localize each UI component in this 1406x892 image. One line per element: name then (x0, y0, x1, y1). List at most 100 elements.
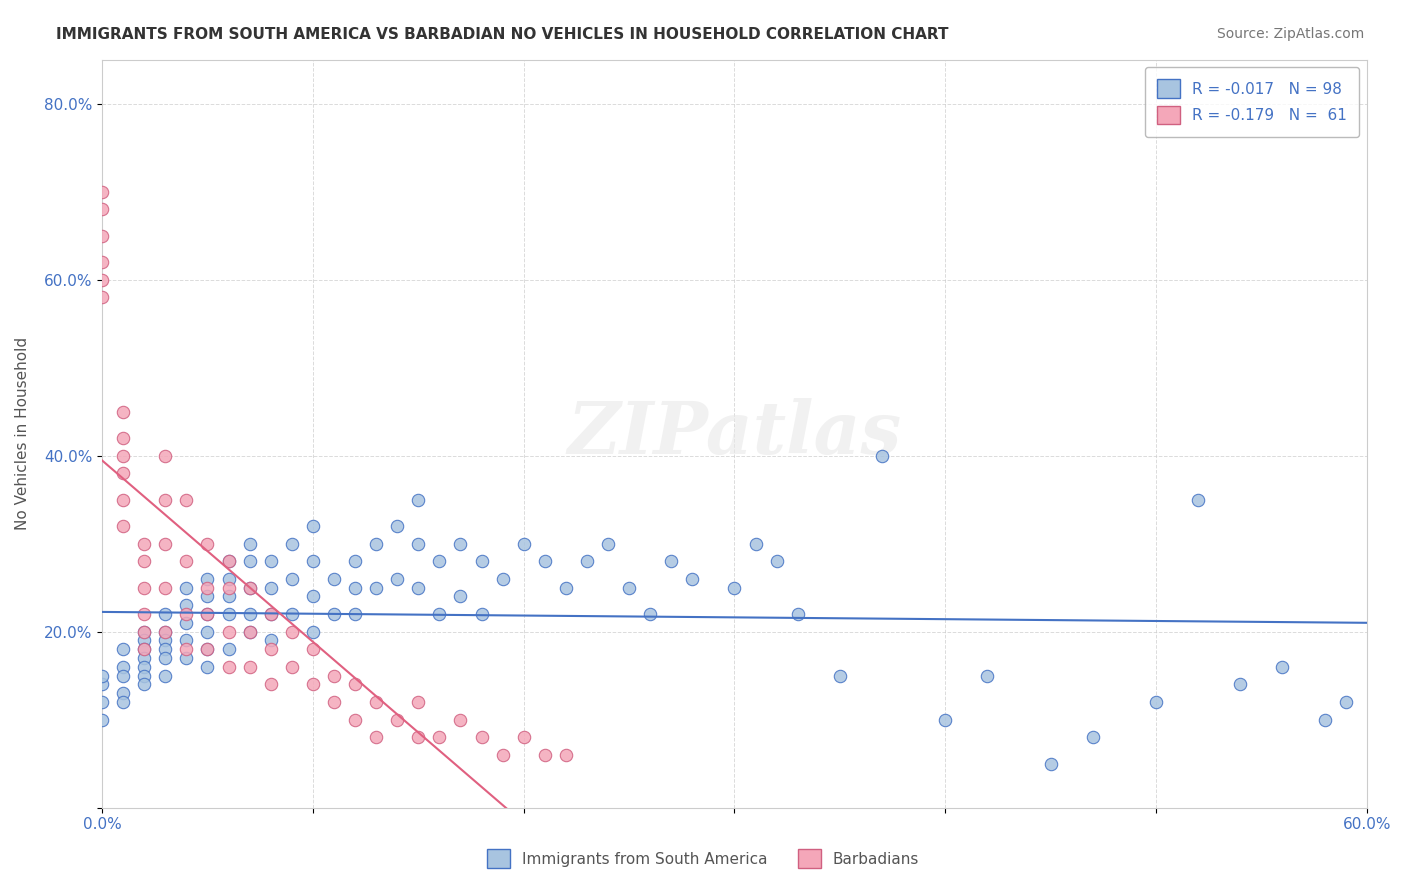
Point (155, 668, 177, 682)
Point (302, 677, 325, 691)
Point (91, 290, 114, 304)
Point (323, 572, 346, 586)
Point (155, 492, 177, 507)
Point (406, 536, 429, 550)
Text: Source: ZipAtlas.com: Source: ZipAtlas.com (1216, 27, 1364, 41)
Point (134, 642, 156, 657)
Point (197, 536, 219, 550)
Point (533, 747, 555, 762)
Point (91, 185, 114, 199)
Point (134, 536, 156, 550)
Point (155, 624, 177, 639)
Point (239, 554, 262, 568)
Point (155, 651, 177, 665)
Point (427, 607, 450, 621)
Point (218, 590, 240, 604)
Point (1229, 677, 1251, 691)
Point (385, 519, 408, 533)
Point (176, 651, 198, 665)
Point (1271, 660, 1294, 674)
Point (197, 642, 219, 657)
Point (134, 633, 156, 648)
Point (366, 731, 388, 745)
Point (260, 607, 283, 621)
Legend: Immigrants from South America, Barbadians: Immigrants from South America, Barbadian… (479, 841, 927, 875)
Point (344, 677, 367, 691)
Point (281, 572, 304, 586)
Point (302, 624, 325, 639)
Point (197, 624, 219, 639)
Point (176, 642, 198, 657)
Point (197, 581, 219, 595)
Point (406, 492, 429, 507)
Point (112, 449, 135, 463)
Point (260, 607, 283, 621)
Point (344, 713, 367, 727)
Point (596, 536, 619, 550)
Point (786, 607, 808, 621)
Point (1313, 713, 1336, 727)
Point (112, 695, 135, 709)
Point (197, 590, 219, 604)
Point (91, 713, 114, 727)
Point (765, 554, 787, 568)
Point (323, 607, 346, 621)
Point (470, 731, 492, 745)
Point (366, 695, 388, 709)
Point (723, 581, 745, 595)
Point (659, 554, 682, 568)
Point (91, 202, 114, 217)
Point (197, 607, 219, 621)
Point (385, 713, 408, 727)
Point (112, 404, 135, 418)
Point (260, 633, 283, 648)
Point (197, 660, 219, 674)
Point (344, 607, 367, 621)
Point (112, 642, 135, 657)
Point (91, 228, 114, 243)
Point (934, 713, 956, 727)
Point (449, 536, 471, 550)
Point (134, 668, 156, 682)
Point (281, 624, 304, 639)
Point (239, 581, 262, 595)
Point (134, 677, 156, 691)
Point (176, 615, 198, 630)
Point (239, 581, 262, 595)
Point (134, 607, 156, 621)
Point (155, 449, 177, 463)
Point (112, 431, 135, 445)
Point (134, 642, 156, 657)
Point (449, 590, 471, 604)
Point (449, 713, 471, 727)
Point (218, 624, 240, 639)
Point (302, 590, 325, 604)
Point (491, 747, 513, 762)
Point (91, 695, 114, 709)
Point (344, 554, 367, 568)
Point (112, 686, 135, 700)
Point (681, 572, 703, 586)
Point (1187, 492, 1209, 507)
Point (155, 624, 177, 639)
Point (302, 642, 325, 657)
Point (385, 572, 408, 586)
Point (155, 642, 177, 657)
Point (134, 624, 156, 639)
Point (197, 607, 219, 621)
Point (470, 554, 492, 568)
Point (302, 554, 325, 568)
Point (366, 536, 388, 550)
Point (533, 554, 555, 568)
Point (218, 572, 240, 586)
Point (281, 536, 304, 550)
Point (176, 633, 198, 648)
Text: ZIPatlas: ZIPatlas (568, 398, 901, 469)
Point (491, 572, 513, 586)
Point (239, 607, 262, 621)
Point (112, 467, 135, 481)
Point (176, 607, 198, 621)
Point (134, 651, 156, 665)
Point (260, 677, 283, 691)
Point (112, 668, 135, 682)
